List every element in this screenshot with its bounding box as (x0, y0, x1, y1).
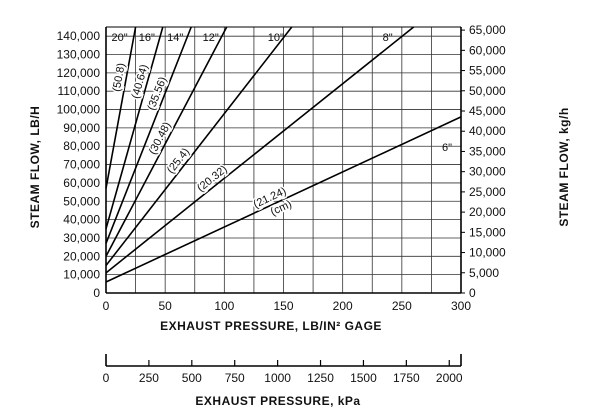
kpa-tick-label: 0 (103, 371, 110, 385)
y-tick-label-right: 15,000 (469, 225, 506, 239)
pipe-size-label: 16" (139, 32, 155, 44)
y-tick-label-right: 0 (469, 286, 476, 300)
kpa-tick-label: 500 (182, 371, 202, 385)
x-tick-label: 150 (273, 299, 293, 313)
pipe-size-label: 8" (383, 32, 393, 44)
x-tick-label: 100 (214, 299, 234, 313)
x-tick-label: 250 (392, 299, 412, 313)
curve-line (105, 26, 137, 189)
kpa-tick-label: 1000 (264, 371, 291, 385)
y-tick-label-right: 10,000 (469, 246, 506, 260)
y-tick-label-left: 20,000 (63, 249, 100, 263)
pipe-size-label: 20" (112, 32, 128, 44)
pipe-size-label: 14" (167, 32, 183, 44)
pipe-size-label: 10" (268, 32, 284, 44)
y-tick-label-left: 10,000 (63, 268, 100, 282)
y-tick-label-right: 20,000 (469, 205, 506, 219)
y-tick-label-left: 30,000 (63, 231, 100, 245)
x-tick-label: 50 (158, 299, 172, 313)
y-tick-label-right: 35,000 (469, 144, 506, 158)
y-tick-label-right: 65,000 (469, 23, 506, 37)
curve-line (105, 26, 415, 274)
y-tick-label-left: 50,000 (63, 194, 100, 208)
axes (105, 26, 465, 367)
x-tick-label: 200 (333, 299, 353, 313)
curve-line (105, 26, 164, 230)
y-tick-label-left: 80,000 (63, 139, 100, 153)
y-tick-label-right: 50,000 (469, 84, 506, 98)
x-axis-label-kpa: EXHAUST PRESSURE, kPa (195, 394, 360, 408)
pipe-size-label: 6" (442, 142, 452, 154)
x-axis-label: EXHAUST PRESSURE, LB/IN² GAGE (160, 319, 382, 333)
curve-line (105, 26, 192, 244)
y-tick-label-right: 40,000 (469, 124, 506, 138)
curve-line (105, 116, 462, 283)
y-tick-label-right: 25,000 (469, 185, 506, 199)
y-axis-label-left: STEAM FLOW, LB/H (28, 106, 42, 229)
kpa-tick-label: 1250 (307, 371, 334, 385)
y-tick-label-left: 110,000 (58, 84, 101, 98)
curve-labels: 6"(21.24)(cm)8"(20.32)10"(25.4)12"(30.48… (109, 32, 452, 220)
pipe-size-label: 12" (203, 32, 219, 44)
y-tick-label-right: 30,000 (469, 165, 506, 179)
y-tick-label-left: 90,000 (63, 121, 100, 135)
y-tick-label-right: 5,000 (469, 266, 499, 280)
kpa-tick-label: 2000 (436, 371, 463, 385)
y-tick-label-left: 120,000 (57, 66, 101, 80)
y-tick-label-left: 140,000 (57, 29, 101, 43)
tick-labels: 0 10,000 20,000 30,000 40,000 50,000 60,000 70,… (57, 23, 506, 385)
curve-line (105, 26, 293, 266)
kpa-tick-label: 1750 (393, 371, 420, 385)
kpa-tick-label: 250 (139, 371, 159, 385)
kpa-tick-label: 750 (225, 371, 245, 385)
y-tick-label-right: 55,000 (469, 64, 506, 78)
y-tick-label-right: 60,000 (469, 43, 506, 57)
y-tick-label-left: 0 (93, 286, 100, 300)
y-tick-label-left: 100,000 (57, 103, 101, 117)
y-tick-label-left: 40,000 (63, 213, 100, 227)
x-tick-label: 300 (451, 299, 471, 313)
curves (105, 26, 462, 283)
y-axis-label-right: STEAM FLOW, kg/h (557, 107, 571, 226)
y-tick-label-left: 70,000 (63, 158, 100, 172)
y-tick-label-left: 130,000 (57, 48, 101, 62)
cm-size-label: (30.48) (147, 120, 174, 156)
y-tick-label-left: 60,000 (63, 176, 100, 190)
x-tick-label: 0 (103, 299, 110, 313)
y-tick-label-right: 45,000 (469, 104, 506, 118)
kpa-tick-label: 1500 (350, 371, 377, 385)
curve-line (105, 26, 228, 257)
grid (106, 27, 461, 293)
